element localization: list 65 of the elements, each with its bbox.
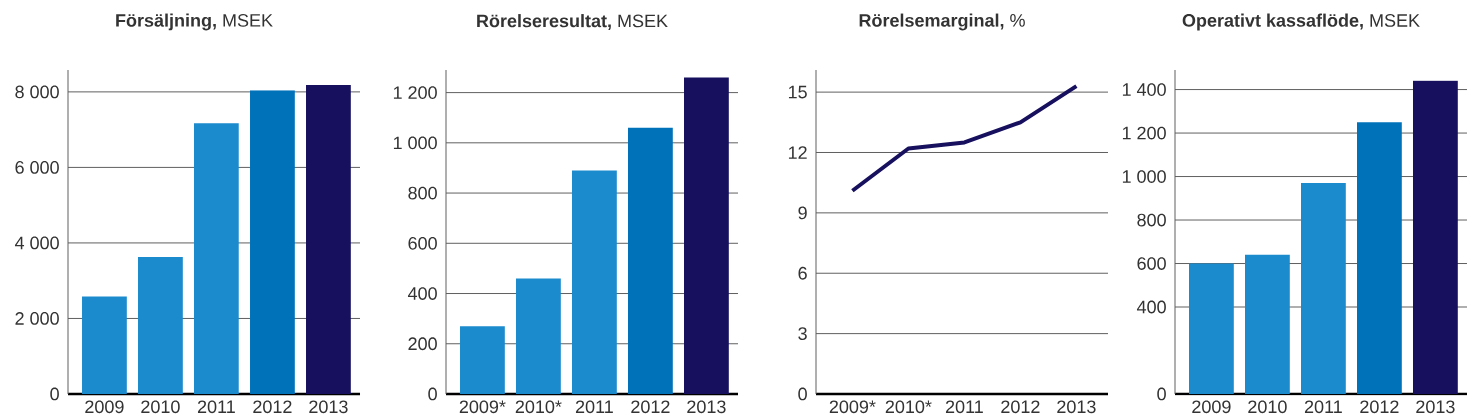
y-tick-label: 1 000: [393, 136, 437, 150]
y-tick-label: 0: [1157, 387, 1166, 401]
bar: [194, 123, 239, 394]
x-tick-label: 2010: [141, 400, 180, 414]
bar: [684, 77, 729, 394]
bar: [1189, 263, 1234, 394]
bar: [138, 256, 183, 394]
y-tick-label: 9: [798, 206, 807, 220]
y-tick-label: 1 200: [1122, 126, 1166, 140]
chart-title: Rörelsemarginal, %: [859, 13, 1025, 31]
x-tick-label: 2011: [575, 400, 613, 414]
bar: [1357, 122, 1402, 394]
y-tick-label: 800: [1137, 213, 1166, 227]
bar: [572, 170, 617, 394]
y-tick-label: 12: [788, 146, 807, 159]
x-tick-label: 2010: [1248, 400, 1287, 414]
chart-title: Operativt kassaflöde, MSEK: [1182, 13, 1420, 31]
x-tick-label: 2011: [1304, 400, 1342, 414]
y-tick-label: 6: [798, 266, 807, 280]
x-tick-label: 2010*: [885, 400, 932, 414]
y-tick-label: 1 400: [1122, 83, 1166, 96]
y-tick-label: 600: [408, 236, 437, 250]
bar: [306, 85, 351, 394]
x-tick-label: 2012: [1001, 400, 1040, 414]
x-tick-label: 2011: [945, 400, 983, 414]
y-tick-label: 600: [1137, 257, 1166, 270]
y-tick-label: 0: [428, 387, 437, 401]
y-tick-label: 0: [798, 387, 807, 401]
y-tick-label: 2 000: [15, 312, 59, 325]
x-tick-label: 2012: [1360, 400, 1399, 414]
y-tick-label: 200: [408, 337, 437, 351]
x-tick-label: 2009: [1192, 400, 1231, 414]
y-tick-label: 8 000: [15, 85, 59, 99]
x-tick-label: 2011: [197, 400, 235, 414]
y-tick-label: 6 000: [15, 161, 59, 174]
bar: [628, 127, 673, 394]
y-tick-label: 15: [788, 85, 807, 99]
x-tick-label: 2012: [631, 400, 670, 414]
y-tick-label: 800: [408, 186, 437, 200]
bar: [250, 90, 295, 394]
line-series: [850, 84, 1079, 193]
x-tick-label: 2010*: [515, 400, 562, 414]
x-tick-label: 2009: [85, 400, 124, 414]
x-tick-label: 2013: [687, 400, 726, 414]
x-tick-label: 2013: [1057, 400, 1096, 414]
x-tick-label: 2013: [309, 400, 348, 414]
y-tick-label: 400: [407, 287, 437, 300]
x-tick-label: 2009*: [829, 400, 876, 414]
y-tick-label: 1 000: [1122, 170, 1166, 183]
bar: [516, 278, 561, 394]
bar: [1245, 254, 1290, 394]
x-tick-label: 2012: [253, 400, 292, 414]
y-tick-label: 400: [1136, 300, 1166, 314]
bar: [1413, 80, 1458, 394]
chart-title: Försäljning, MSEK: [116, 13, 273, 31]
x-tick-label: 2013: [1416, 400, 1455, 414]
y-tick-label: 1 200: [393, 86, 437, 99]
y-tick-label: 3: [798, 327, 807, 340]
chart-title: Rörelseresultat, MSEK: [477, 14, 668, 30]
y-tick-label: 4 000: [14, 236, 59, 250]
y-tick-label: 0: [50, 387, 59, 401]
x-tick-label: 2009*: [459, 400, 506, 414]
bar: [82, 296, 127, 394]
bar: [1301, 183, 1346, 394]
bar: [460, 326, 505, 394]
